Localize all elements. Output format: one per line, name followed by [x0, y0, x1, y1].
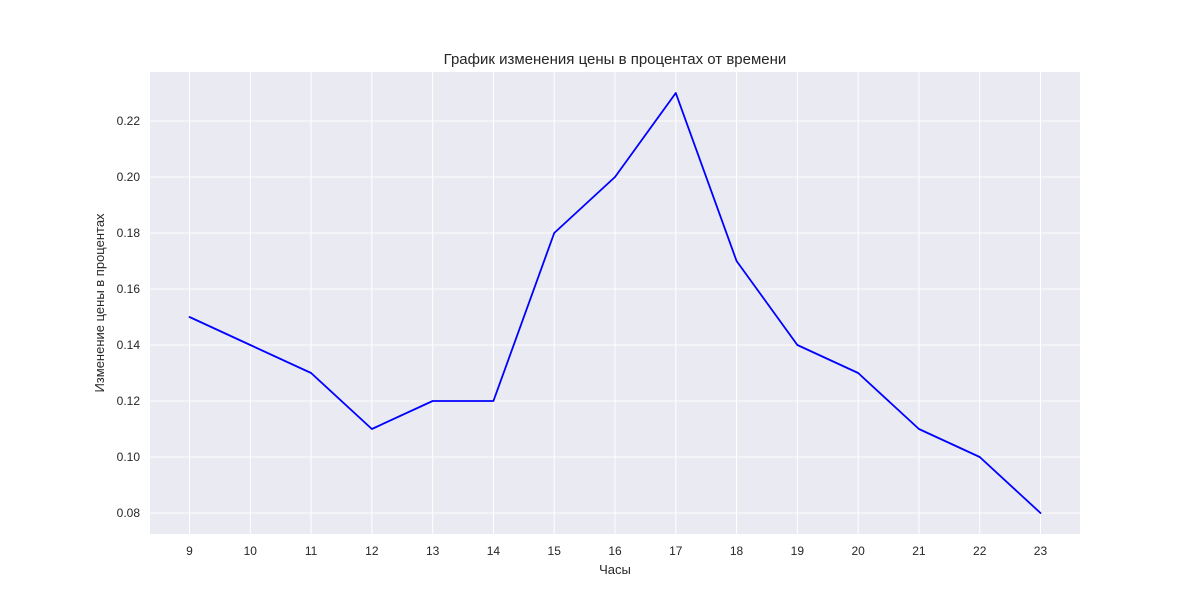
x-tick-label: 14 [487, 544, 501, 558]
x-tick-label: 13 [426, 544, 440, 558]
x-tick-label: 11 [305, 544, 318, 558]
x-tick-label: 9 [186, 544, 193, 558]
x-tick-label: 17 [669, 544, 683, 558]
x-tick-label: 23 [1034, 544, 1048, 558]
chart-title: График изменения цены в процентах от вре… [444, 51, 787, 68]
y-tick-label: 0.18 [117, 226, 141, 240]
y-tick-label: 0.20 [117, 170, 141, 184]
x-tick-label: 22 [973, 544, 987, 558]
x-tick-label: 21 [912, 544, 926, 558]
y-tick-label: 0.10 [117, 450, 141, 464]
x-tick-label: 10 [244, 544, 258, 558]
x-tick-label: 15 [548, 544, 562, 558]
x-tick-label: 18 [730, 544, 744, 558]
series-line [188, 92, 1042, 514]
y-tick-label: 0.14 [117, 338, 141, 352]
y-axis-title: Изменение цены в процентах [92, 213, 107, 393]
x-tick-label: 20 [851, 544, 865, 558]
y-tick-label: 0.16 [117, 282, 141, 296]
y-tick-label: 0.12 [117, 394, 141, 408]
y-tick-label: 0.08 [117, 506, 141, 520]
series-layer [188, 92, 1042, 514]
x-axis-ticks: 9 10 11 12 13 14 15 16 17 18 19 20 21 22 23 [186, 544, 1047, 558]
x-tick-label: 12 [365, 544, 379, 558]
y-tick-label: 0.22 [117, 114, 141, 128]
x-tick-label: 19 [791, 544, 805, 558]
x-axis-title: Часы [599, 562, 631, 577]
y-axis-ticks: 0.08 0.10 0.12 0.14 0.16 0.18 0.20 0.22 [117, 114, 141, 520]
x-tick-label: 16 [608, 544, 622, 558]
